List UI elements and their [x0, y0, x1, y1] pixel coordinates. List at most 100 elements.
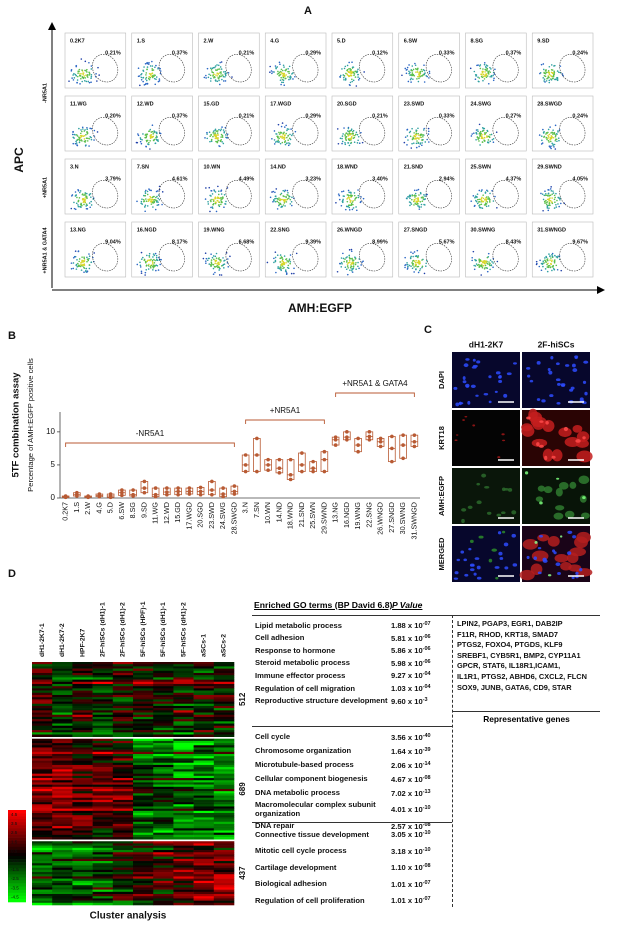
plot-name: 4.G	[270, 38, 279, 44]
event-dot	[278, 204, 280, 207]
event-dot	[218, 266, 220, 268]
heatmap-cell	[72, 791, 93, 794]
heatmap-cell	[173, 745, 194, 748]
event-dot	[221, 134, 224, 137]
micrograph-bg	[452, 468, 520, 524]
event-dot	[405, 263, 407, 266]
event-dot	[411, 72, 414, 74]
heatmap-cell	[72, 861, 93, 864]
heatmap-cell	[213, 754, 235, 757]
cell	[582, 496, 586, 500]
heatmap-cell	[32, 771, 53, 774]
event-dot	[337, 193, 340, 195]
cell	[462, 419, 465, 421]
event-dot	[89, 127, 91, 130]
p-value: 5.81 x 10-06	[391, 632, 453, 645]
replicate-dot	[63, 494, 68, 498]
event-dot	[218, 263, 220, 266]
event-dot	[282, 195, 285, 197]
event-dot	[484, 68, 486, 71]
event-dot	[220, 73, 222, 75]
event-dot	[409, 204, 411, 207]
event-dot	[409, 130, 412, 133]
event-dot	[415, 133, 418, 136]
plot-percent: 9.04%	[105, 239, 121, 245]
heatmap-cell	[133, 819, 154, 823]
term-row: Cartilage development 1.10 x 10-08	[255, 859, 455, 876]
plot-frame	[131, 95, 193, 152]
event-dot	[343, 195, 345, 198]
event-dot	[72, 131, 74, 133]
heatmap-cell	[92, 727, 114, 731]
heatmap-cell	[72, 743, 93, 746]
event-dot	[544, 72, 547, 75]
heatmap-cell	[72, 883, 93, 886]
heatmap-cell	[52, 823, 73, 827]
heatmap-cell	[112, 784, 134, 788]
event-dot	[340, 204, 343, 207]
go-term: Steroid metabolic process	[255, 658, 350, 668]
heatmap-cell	[193, 699, 215, 702]
event-dot	[489, 140, 492, 143]
heatmap-cell	[173, 784, 194, 788]
event-dot	[272, 71, 274, 73]
p-exponent: -07	[422, 621, 431, 627]
cell	[556, 401, 561, 405]
event-dot	[351, 258, 354, 261]
event-dot	[540, 262, 543, 265]
event-dot	[342, 133, 344, 135]
event-dot	[207, 200, 209, 203]
event-dot	[550, 260, 553, 263]
heatmap-cell	[72, 756, 93, 759]
heatmap-cell	[133, 751, 154, 755]
event-dot	[548, 200, 550, 202]
row-label: AMH:EGFP	[437, 476, 446, 516]
event-dot	[283, 74, 286, 77]
heatmap-cell	[72, 841, 93, 844]
event-dot	[216, 75, 219, 77]
event-dot	[212, 200, 215, 202]
cell	[555, 487, 563, 497]
heatmap-cell	[52, 666, 73, 669]
heatmap-cell	[193, 712, 215, 716]
event-dot	[270, 70, 273, 72]
event-dot	[552, 77, 554, 80]
event-dot	[487, 196, 490, 198]
heatmap-cell	[213, 762, 235, 766]
heatmap-cell	[193, 815, 215, 818]
event-dot	[550, 79, 553, 81]
heatmap-cell	[153, 712, 174, 716]
heatmap-cell	[173, 841, 194, 844]
event-dot	[551, 131, 553, 134]
heatmap-cell	[153, 725, 174, 729]
heatmap-cell	[32, 666, 53, 669]
heatmap-cell	[112, 780, 134, 783]
event-dot	[404, 256, 406, 259]
heatmap-cell	[72, 760, 93, 764]
event-dot	[547, 265, 550, 267]
event-dot	[141, 138, 143, 141]
plot-percent: 3.40%	[372, 176, 388, 182]
event-dot	[272, 200, 274, 203]
event-dot	[415, 129, 417, 132]
x-tick-label: 4.G	[94, 502, 103, 514]
event-dot	[143, 194, 145, 197]
heatmap-cell	[193, 681, 215, 685]
heatmap-cell	[52, 802, 73, 805]
event-dot	[420, 68, 423, 71]
group-bracket	[335, 392, 415, 397]
event-dot	[220, 274, 223, 276]
event-dot	[544, 202, 546, 204]
event-dot	[85, 203, 88, 206]
heatmap-cell	[193, 775, 215, 779]
heatmap-cell	[92, 767, 114, 770]
heatmap-cell	[72, 795, 93, 799]
heatmap-cell	[72, 786, 93, 790]
heatmap-cell	[193, 778, 215, 781]
event-dot	[221, 136, 224, 138]
heatmap-cell	[72, 823, 93, 827]
event-dot	[557, 130, 559, 132]
cell	[467, 505, 473, 509]
event-dot	[341, 142, 343, 145]
